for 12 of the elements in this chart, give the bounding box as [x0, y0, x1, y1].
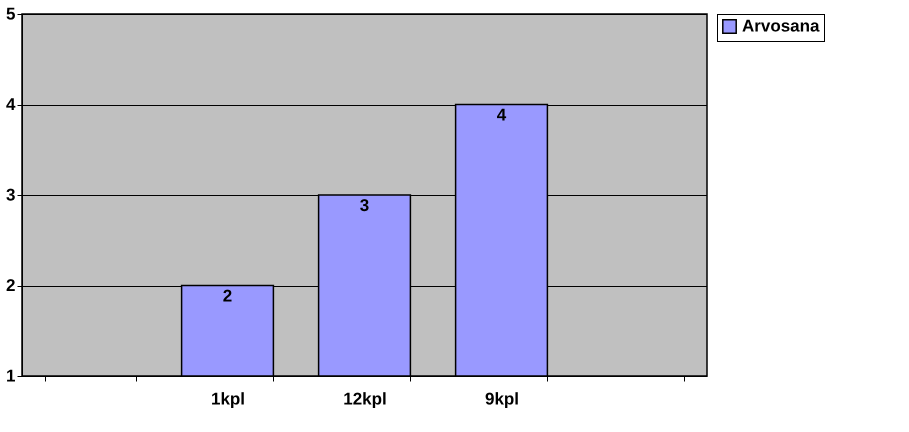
y-tick-label: 1 [6, 366, 16, 386]
x-tick-label: 9kpl [484, 390, 520, 408]
data-label: 3 [360, 196, 370, 215]
y-tick-label: 2 [6, 276, 16, 295]
data-label: 2 [222, 286, 232, 306]
legend-label: Arvosana [742, 16, 820, 36]
x-tick-label: 12kpl [343, 390, 387, 408]
y-tick-label: 3 [6, 186, 16, 204]
data-label: 4 [496, 106, 507, 124]
y-tick-label: 4 [6, 95, 16, 114]
x-tick-label: 1kpl [210, 390, 246, 408]
y-tick-label: 5 [6, 4, 16, 24]
